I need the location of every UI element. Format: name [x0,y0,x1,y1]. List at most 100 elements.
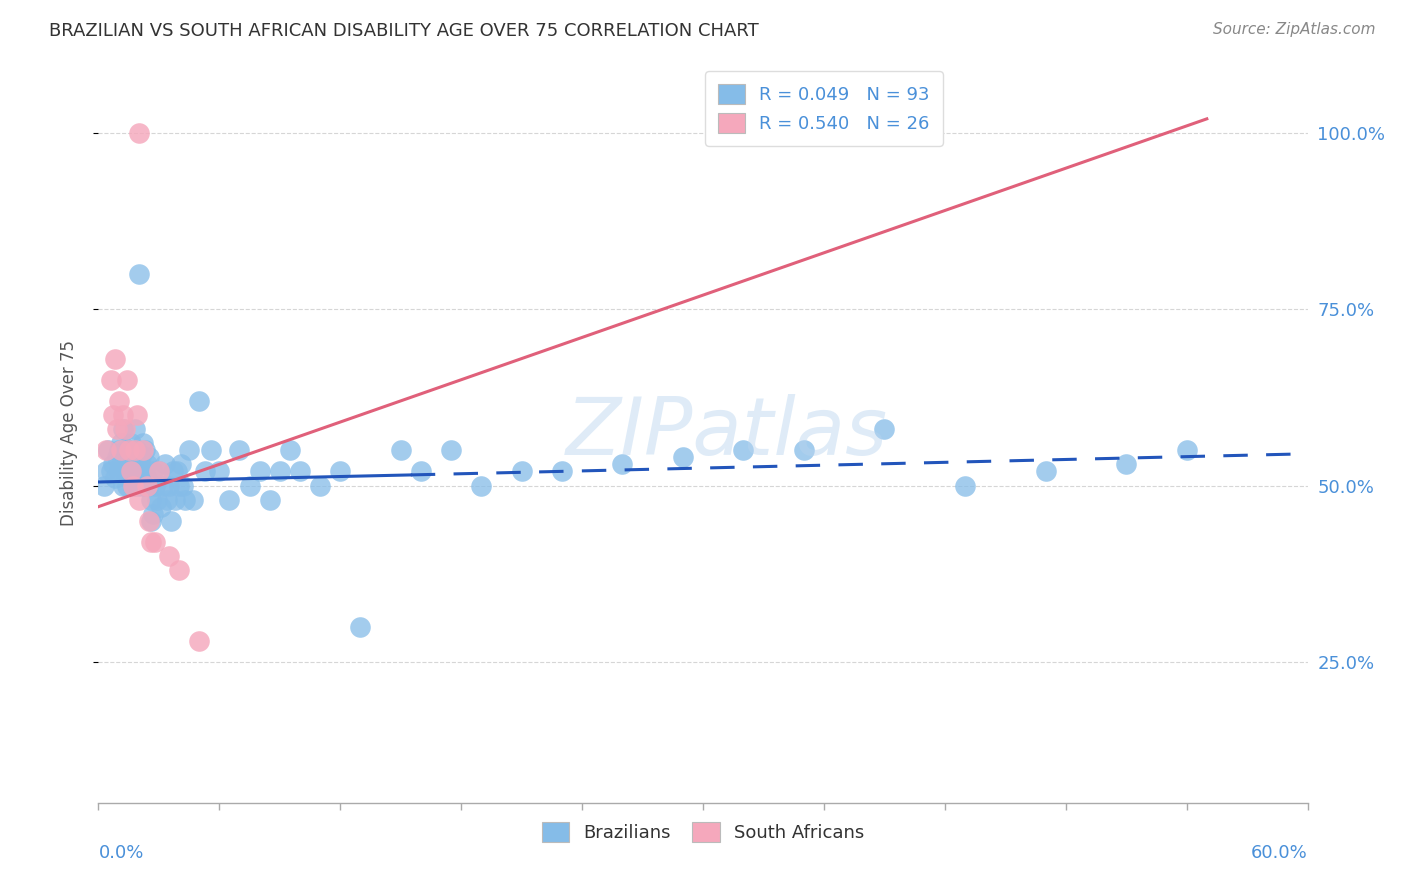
Point [953,478,976,492]
Point [114,443,136,458]
Point [118,443,141,458]
Point [218,492,240,507]
Point [93,478,115,492]
Point [125,478,148,492]
Point [288,464,311,478]
Point [103,351,125,366]
Point [100,373,122,387]
Point [128,471,150,485]
Point [200,443,222,458]
Point [120,464,142,478]
Point [672,450,695,465]
Point [440,443,463,458]
Point [115,478,138,492]
Legend: Brazilians, South Africans: Brazilians, South Africans [534,815,872,849]
Point [148,464,170,478]
Point [139,535,162,549]
Point [96,443,118,458]
Point [156,492,179,507]
Point [105,422,128,436]
Point [142,507,165,521]
Point [101,408,124,422]
Text: 0.0%: 0.0% [98,844,143,862]
Text: Source: ZipAtlas.com: Source: ZipAtlas.com [1212,22,1375,37]
Point [160,514,183,528]
Point [100,464,122,478]
Point [153,458,176,472]
Point [239,478,262,492]
Point [194,464,217,478]
Point [139,492,162,507]
Point [157,478,180,492]
Point [128,458,150,472]
Point [135,471,157,485]
Point [278,443,301,458]
Point [157,549,180,563]
Point [148,464,170,478]
Point [181,492,204,507]
Point [107,393,129,408]
Point [149,500,172,514]
Point [510,464,533,478]
Point [142,464,165,478]
Point [120,436,142,450]
Point [228,443,250,458]
Point [249,464,271,478]
Point [124,422,146,436]
Point [1035,464,1057,478]
Point [174,492,197,507]
Point [259,492,281,507]
Point [121,450,143,465]
Point [125,443,148,458]
Point [125,408,148,422]
Point [143,535,166,549]
Point [134,443,156,458]
Point [612,458,634,472]
Point [873,422,896,436]
Point [107,443,129,458]
Point [111,422,134,436]
Point [114,464,136,478]
Point [188,393,211,408]
Point [134,478,156,492]
Point [128,267,150,281]
Point [96,464,118,478]
Point [179,443,201,458]
Point [166,464,188,478]
Point [132,443,155,458]
Point [101,458,124,472]
Point [121,478,143,492]
Point [121,478,143,492]
Point [135,478,157,492]
Point [409,464,432,478]
Point [118,458,141,472]
Point [132,436,155,450]
Point [110,458,132,472]
Point [470,478,492,492]
Point [152,478,174,492]
Point [132,464,155,478]
Point [269,464,291,478]
Point [793,443,815,458]
Point [167,563,190,577]
Point [128,126,150,140]
Point [329,464,352,478]
Point [118,471,141,485]
Point [118,443,141,458]
Point [167,478,190,492]
Point [111,408,134,422]
Point [111,478,134,492]
Point [389,443,412,458]
Point [128,492,150,507]
Point [135,458,157,472]
Text: ZIPatlas: ZIPatlas [567,393,889,472]
Point [733,443,755,458]
Point [138,514,160,528]
Point [170,458,193,472]
Point [138,450,160,465]
Point [129,450,152,465]
Point [188,633,211,648]
Point [110,436,132,450]
Point [115,450,138,465]
Point [139,514,162,528]
